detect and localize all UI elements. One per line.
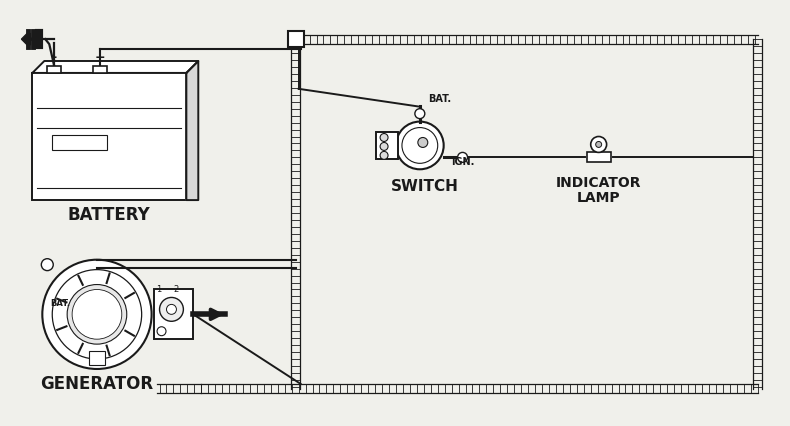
Circle shape (41, 259, 53, 271)
Circle shape (52, 270, 141, 359)
Circle shape (67, 285, 126, 344)
Text: SWITCH: SWITCH (391, 179, 459, 194)
Polygon shape (24, 33, 30, 45)
Text: BAT.: BAT. (427, 94, 451, 104)
Bar (47, 66, 61, 73)
Circle shape (380, 142, 388, 150)
Circle shape (167, 305, 176, 314)
Text: INDICATOR: INDICATOR (556, 176, 641, 190)
Bar (89, 351, 105, 365)
Polygon shape (186, 61, 198, 200)
Circle shape (418, 138, 427, 147)
Polygon shape (32, 61, 198, 73)
Bar (376, 132, 398, 159)
Circle shape (396, 121, 444, 169)
Circle shape (72, 290, 122, 339)
Bar (587, 153, 611, 162)
Text: BATTERY: BATTERY (67, 206, 150, 224)
Text: BAT.: BAT. (51, 299, 70, 308)
Polygon shape (21, 32, 28, 46)
Bar (288, 31, 303, 47)
Circle shape (457, 153, 468, 162)
Text: IGN.: IGN. (450, 157, 474, 167)
Text: -: - (51, 51, 57, 64)
Bar (93, 66, 107, 73)
Text: 1: 1 (156, 285, 162, 294)
Circle shape (596, 141, 602, 147)
Circle shape (415, 109, 425, 118)
Circle shape (380, 151, 388, 159)
Circle shape (591, 136, 607, 153)
Circle shape (402, 127, 438, 163)
Bar (52, 135, 107, 150)
Bar (32, 73, 186, 200)
Bar (153, 290, 194, 339)
Text: LAMP: LAMP (577, 191, 620, 205)
Circle shape (380, 133, 388, 141)
Circle shape (43, 260, 152, 369)
Circle shape (160, 297, 183, 321)
Text: +: + (95, 51, 105, 64)
Text: 2: 2 (174, 285, 179, 294)
Text: GENERATOR: GENERATOR (40, 375, 153, 393)
Circle shape (157, 327, 166, 336)
